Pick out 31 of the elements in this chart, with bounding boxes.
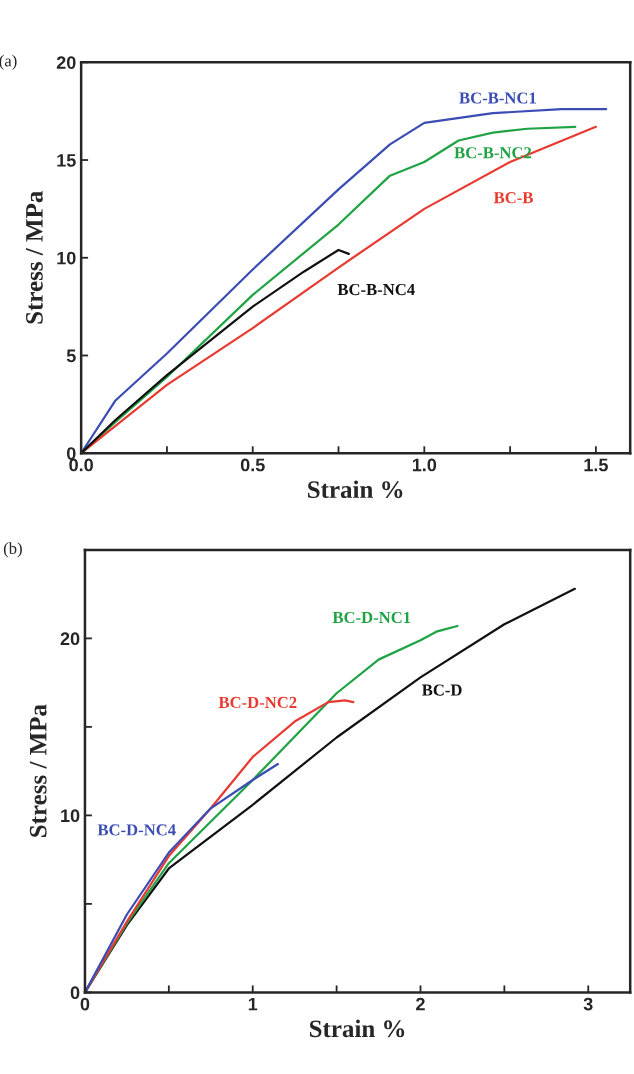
series-label: BC-D — [421, 684, 462, 696]
x-tick-label: 0 — [80, 997, 90, 1011]
y-axis-title: Stress / MPa — [29, 704, 47, 837]
y-tick-label: 15 — [57, 154, 76, 167]
x-tick-label: 1 — [248, 997, 258, 1011]
series-label: BC-B — [493, 192, 533, 204]
line-series — [84, 762, 279, 993]
x-tick-label: 2 — [416, 997, 425, 1011]
text: (b) — [3, 542, 22, 558]
x-axis-title: Strain % — [309, 1019, 405, 1038]
series-label: BC-B-NC4 — [337, 283, 415, 296]
text: (a) — [0, 54, 17, 70]
y-tick-label: 20 — [60, 632, 80, 646]
y-axis-title: Stress / MPa — [26, 191, 43, 324]
series-label: BC-B-NC1 — [459, 92, 536, 104]
x-tick-label: 0.5 — [240, 458, 265, 472]
series-label: BC-D-NC2 — [218, 696, 297, 709]
series-label: BC-D-NC1 — [332, 611, 411, 624]
series-label: BC-B-NC2 — [454, 147, 532, 159]
y-tick-label: 5 — [66, 349, 76, 363]
x-tick-label: 1.5 — [584, 458, 608, 472]
y-tick-label: 10 — [61, 809, 80, 823]
x-tick-label: 1.0 — [412, 458, 437, 472]
x-axis-title: Strain % — [308, 480, 403, 499]
series-label: BC-D-NC4 — [97, 824, 176, 836]
y-tick-label: 10 — [57, 251, 76, 265]
y-tick-label: 0 — [70, 986, 80, 1000]
x-tick-label: 0.0 — [69, 458, 93, 472]
y-tick-label: 20 — [56, 56, 76, 70]
y-tick-label: 0 — [66, 447, 76, 460]
x-tick-label: 3 — [583, 997, 593, 1011]
